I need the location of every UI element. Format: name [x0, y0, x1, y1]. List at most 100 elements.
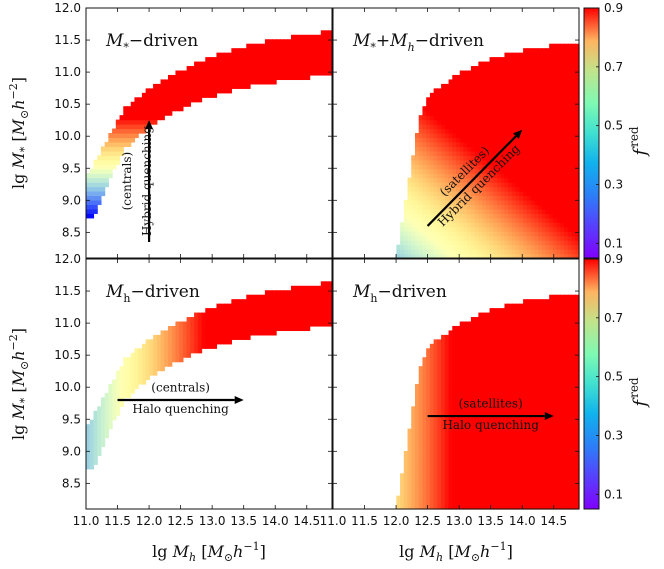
- heat-cell: [493, 321, 498, 327]
- heat-cell: [171, 334, 177, 340]
- heat-cell: [205, 308, 210, 314]
- heat-cell: [500, 164, 506, 170]
- heat-cell: [534, 397, 539, 403]
- heat-cell: [220, 312, 225, 318]
- heat-cell: [429, 428, 435, 434]
- heat-cell: [552, 397, 558, 403]
- heat-cell: [418, 375, 424, 381]
- heat-cell: [437, 406, 442, 412]
- heat-cell: [485, 164, 491, 170]
- heat-cell: [519, 437, 524, 443]
- heat-cell: [545, 348, 550, 354]
- heat-cell: [474, 428, 479, 434]
- heat-cell: [426, 500, 431, 506]
- heat-cell: [426, 213, 431, 219]
- heat-cell: [497, 397, 502, 403]
- heat-cell: [444, 419, 450, 425]
- heat-cell: [433, 424, 438, 430]
- heat-cell: [552, 92, 558, 98]
- heat-cell: [567, 128, 573, 134]
- heat-cell: [515, 312, 520, 318]
- heat-cell: [437, 379, 442, 385]
- heat-cell: [407, 253, 412, 259]
- heat-cell: [452, 357, 457, 363]
- heat-cell: [523, 437, 528, 443]
- heat-cell: [426, 146, 431, 152]
- heat-cell: [467, 491, 472, 497]
- heat-cell: [433, 468, 438, 474]
- heat-cell: [515, 208, 520, 214]
- heat-cell: [415, 428, 420, 434]
- heat-cell: [508, 128, 513, 134]
- heat-cell: [523, 249, 528, 255]
- heat-cell: [511, 321, 517, 327]
- heat-cell: [212, 330, 218, 336]
- heat-cell: [175, 83, 180, 89]
- heat-cell: [175, 343, 180, 349]
- heat-cell: [456, 199, 461, 206]
- heat-cell: [459, 384, 465, 390]
- heat-cell: [127, 115, 132, 121]
- heat-cell: [448, 79, 453, 85]
- heat-cell: [515, 500, 520, 506]
- heat-cell: [541, 321, 547, 327]
- heat-cell: [441, 384, 446, 390]
- heat-cell: [515, 115, 520, 121]
- heat-cell: [422, 128, 427, 134]
- heat-cell: [564, 199, 569, 206]
- heat-cell: [575, 253, 580, 259]
- heat-cell: [504, 119, 509, 125]
- heat-cell: [504, 199, 509, 206]
- heat-cell: [100, 433, 106, 439]
- heat-cell: [526, 186, 532, 192]
- heat-cell: [168, 330, 173, 336]
- heat-cell: [223, 317, 229, 323]
- heat-cell: [500, 410, 506, 416]
- heat-cell: [164, 88, 169, 94]
- heat-cell: [97, 415, 102, 421]
- heat-cell: [456, 231, 461, 237]
- heat-cell: [549, 482, 554, 488]
- heat-cell: [422, 437, 427, 443]
- heat-cell: [444, 352, 450, 358]
- heat-cell: [545, 253, 550, 259]
- heat-cell: [571, 195, 576, 201]
- heat-cell: [134, 370, 139, 376]
- heat-cell: [433, 348, 438, 354]
- heat-cell: [418, 226, 424, 232]
- heat-cell: [223, 339, 229, 345]
- heat-cell: [538, 92, 543, 98]
- heat-cell: [86, 208, 91, 214]
- heat-cell: [552, 495, 558, 501]
- heat-cell: [504, 231, 509, 237]
- heat-cell: [418, 177, 424, 183]
- heat-cell: [160, 83, 165, 89]
- heat-cell: [171, 343, 177, 349]
- heat-cell: [545, 433, 550, 439]
- heat-cell: [411, 491, 416, 497]
- heat-cell: [478, 450, 483, 457]
- heat-cell: [519, 70, 524, 76]
- heat-cell: [500, 473, 506, 479]
- heat-cell: [459, 504, 465, 510]
- heat-cell: [470, 164, 476, 170]
- heat-cell: [411, 177, 416, 183]
- heat-cell: [511, 352, 517, 358]
- heat-cell: [422, 208, 427, 214]
- heat-cell: [309, 321, 314, 327]
- heat-cell: [530, 357, 535, 363]
- heat-cell: [556, 159, 561, 165]
- heat-cell: [556, 57, 561, 63]
- heat-cell: [250, 321, 255, 327]
- heat-cell: [418, 168, 424, 174]
- heat-cell: [418, 397, 424, 403]
- heat-cell: [403, 249, 409, 255]
- heat-cell: [302, 294, 307, 300]
- heat-cell: [407, 177, 412, 183]
- heat-cell: [298, 317, 303, 323]
- heat-cell: [437, 500, 442, 506]
- heat-cell: [123, 119, 128, 125]
- heat-cell: [153, 106, 158, 112]
- heat-cell: [411, 204, 416, 210]
- panel-label: Mh−driven: [105, 282, 200, 305]
